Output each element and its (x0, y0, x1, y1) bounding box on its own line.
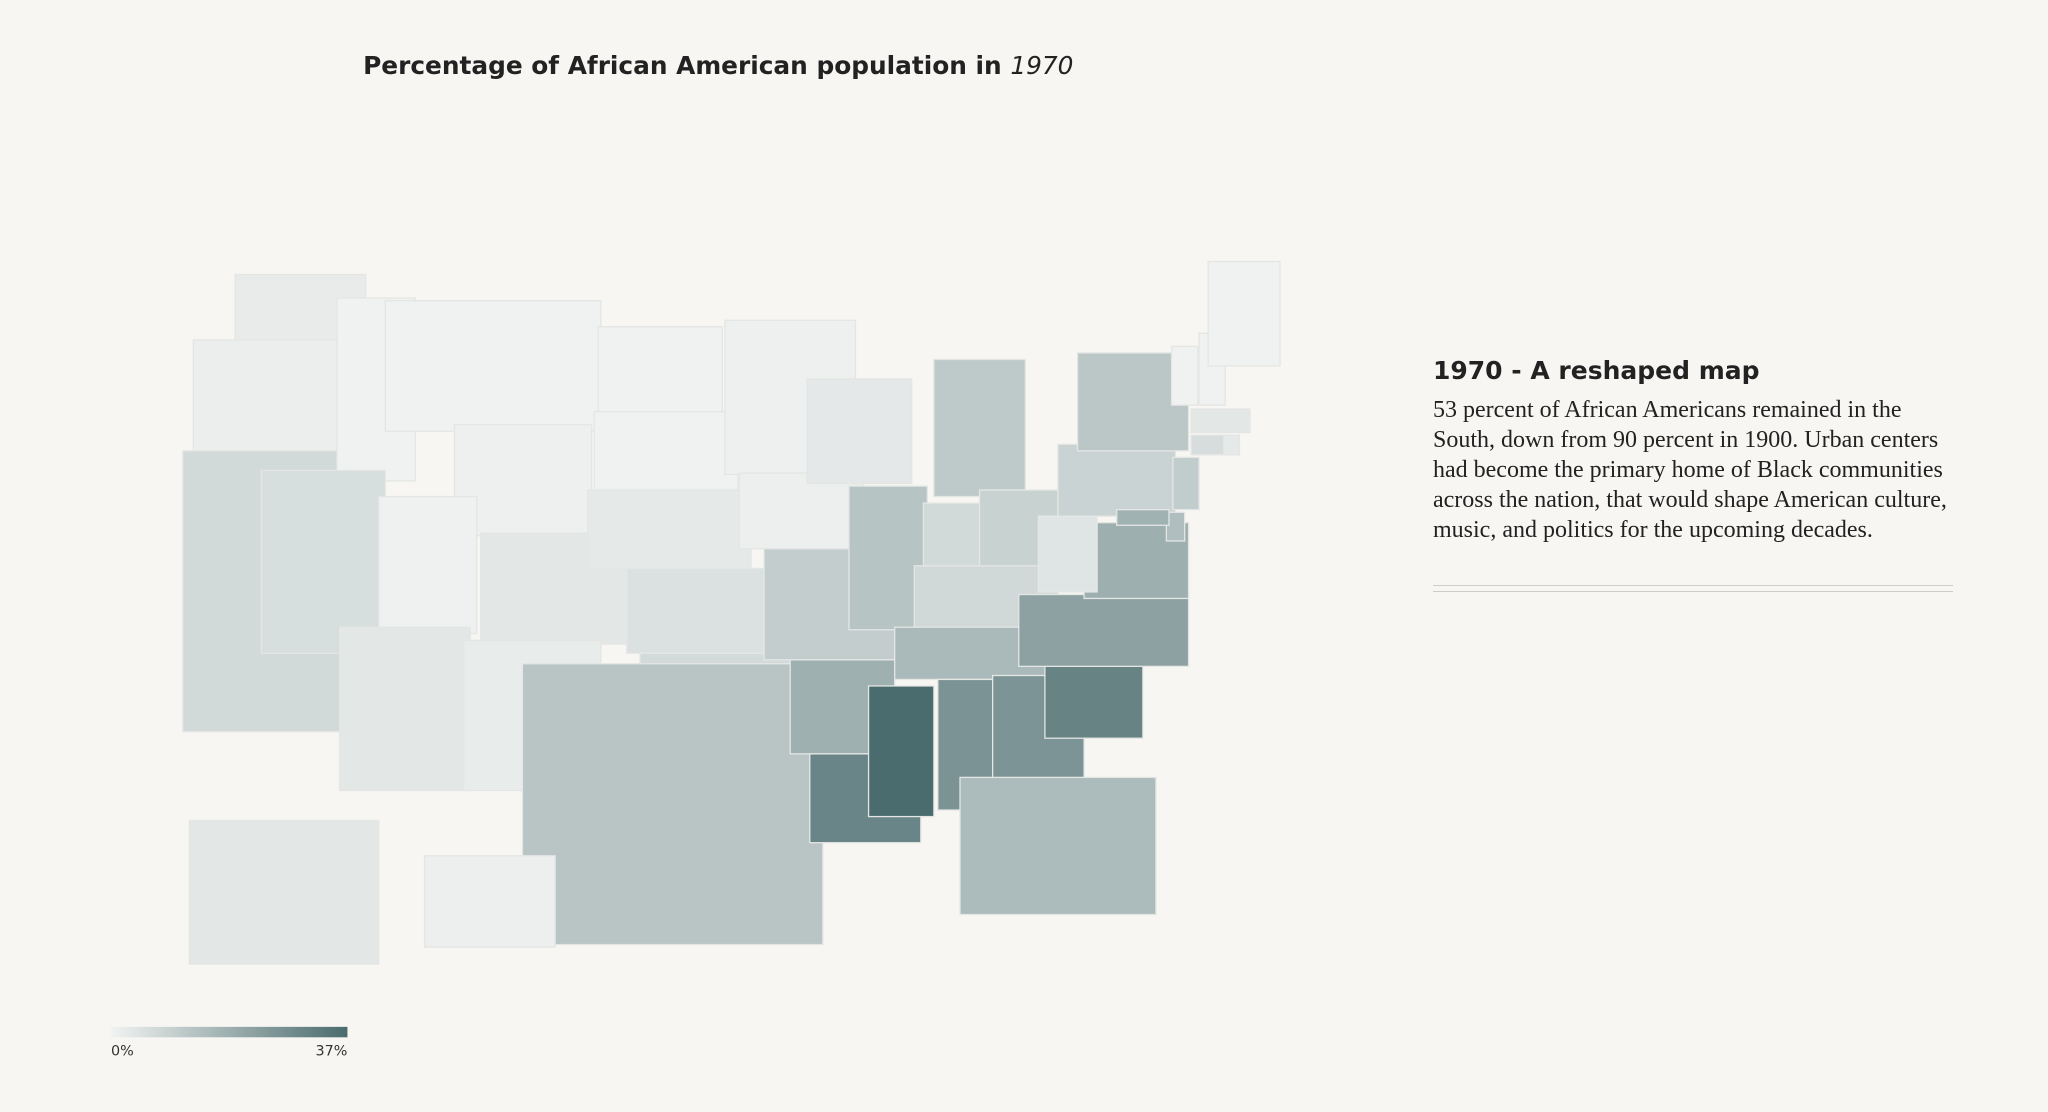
state (521, 663, 824, 946)
legend-bar (111, 1026, 348, 1038)
legend-min: 0% (111, 1044, 134, 1060)
state (867, 685, 935, 818)
state (738, 472, 864, 550)
state (1170, 345, 1199, 406)
sidebar: 1970 - A reshaped map 53 percent of Afri… (1433, 356, 1953, 592)
state (260, 469, 386, 654)
state (593, 411, 739, 491)
state (188, 819, 380, 965)
title-text: Percentage of African American populatio… (363, 51, 1002, 80)
state (423, 855, 556, 948)
state (806, 378, 913, 485)
state (1116, 508, 1170, 526)
state (1172, 456, 1200, 511)
title: Percentage of African American populatio… (363, 51, 1073, 80)
state (1190, 434, 1225, 456)
state (933, 358, 1026, 498)
divider (1433, 585, 1953, 592)
state (597, 326, 723, 413)
state (587, 489, 752, 570)
title-year: 1970 (1010, 51, 1073, 80)
sidebar-text: 53 percent of African Americans remained… (1433, 397, 1947, 543)
state (959, 776, 1157, 916)
state (1037, 515, 1098, 593)
states (182, 260, 1281, 965)
state (1223, 434, 1241, 456)
legend-max: 37% (316, 1044, 348, 1060)
state (626, 567, 787, 654)
state (378, 495, 478, 635)
state (1057, 443, 1177, 517)
state (1207, 260, 1281, 367)
state (1190, 408, 1251, 434)
state (1018, 593, 1190, 668)
state (384, 299, 602, 432)
state (1165, 511, 1186, 542)
state (338, 626, 471, 792)
state (1044, 659, 1144, 739)
sidebar-heading: 1970 - A reshaped map (1433, 356, 1760, 385)
